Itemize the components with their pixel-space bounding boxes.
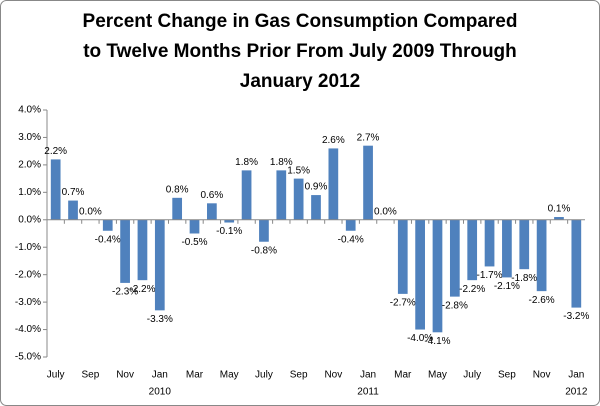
bar [241,170,252,220]
data-label: -4.0% [407,333,433,344]
data-label: 0.0% [79,206,102,217]
data-label: 2.6% [322,135,345,146]
bar [224,219,235,223]
bar [345,219,356,231]
data-label: -2.2% [129,284,155,295]
y-tick-label: -5.0% [15,352,41,363]
x-tick-label: Sep [498,370,516,381]
x-group-label: 2010 [149,387,172,398]
data-label: -4.1% [424,336,450,347]
bar [397,219,408,294]
bar [50,159,61,220]
data-label: -0.5% [181,237,207,248]
x-tick-label: Nov [324,370,342,381]
data-label: 0.8% [166,184,189,195]
bar [467,219,478,281]
data-label: -3.3% [147,314,173,325]
bar [571,219,582,308]
data-label: -1.8% [511,273,537,284]
data-label: -3.2% [563,311,589,322]
data-label: 0.6% [200,190,223,201]
bar [259,219,269,242]
data-label: 1.5% [287,165,310,176]
x-group-label: 2011 [357,387,379,398]
bar [502,219,512,278]
data-label: 0.7% [62,187,85,198]
data-label: -2.6% [529,295,555,306]
data-label: -2.2% [459,284,485,295]
y-tick-label: 3.0% [18,132,41,143]
data-label: -0.4% [338,234,364,245]
x-tick-label: Mar [394,370,412,381]
data-label: -2.1% [494,281,520,292]
y-tick-label: -3.0% [15,297,41,308]
data-label: -0.1% [216,226,242,237]
chart-title: Percent Change in Gas Consumption Compar… [83,11,518,32]
bar [207,203,217,220]
bar [172,197,183,220]
x-tick-label: July [47,370,65,381]
bar [449,219,460,297]
x-tick-label: July [463,370,481,381]
bar [311,195,321,220]
x-group-label: 2012 [565,387,588,398]
bar [120,219,130,283]
x-tick-label: Nov [116,370,134,381]
bar [432,219,443,333]
data-label: 0.9% [305,182,328,193]
bar [154,219,165,311]
bar [293,178,304,220]
x-tick-label: Mar [186,370,204,381]
chart-title: January 2012 [240,71,360,92]
bar [536,219,547,292]
y-tick-label: -4.0% [15,324,41,335]
y-tick-label: 4.0% [18,105,41,116]
data-label: 1.8% [270,157,293,168]
data-label: 1.8% [235,157,258,168]
y-tick-label: 0.0% [18,214,41,225]
y-tick-label: -1.0% [15,242,41,253]
x-tick-label: Sep [290,370,308,381]
x-tick-label: July [255,370,273,381]
bar [363,145,373,220]
x-tick-label: Jan [568,370,584,381]
x-tick-label: May [428,370,447,381]
bar [68,200,78,220]
bar [519,219,530,270]
x-tick-label: Jan [360,370,376,381]
data-label: 0.1% [548,204,571,215]
data-label: -2.3% [112,287,138,298]
bar [484,219,495,267]
x-tick-label: May [220,370,239,381]
chart-title: to Twelve Months Prior From July 2009 Th… [83,41,517,62]
data-label: -1.7% [476,270,502,281]
data-label: -2.8% [442,300,468,311]
y-tick-label: 1.0% [18,187,41,198]
y-tick-label: -2.0% [15,269,41,280]
bar [189,219,200,234]
data-label: 2.2% [44,146,67,157]
data-label: -0.4% [95,234,121,245]
y-tick-label: 2.0% [18,160,41,171]
data-label: -0.8% [251,245,277,256]
bar [415,219,425,330]
data-label: 0.0% [374,206,397,217]
bar [554,217,564,220]
bar [328,148,339,220]
data-label: 2.7% [357,132,380,143]
x-tick-label: Jan [152,370,168,381]
data-label: -2.7% [390,298,416,309]
bar [102,219,113,231]
bar [137,219,148,281]
bar [276,170,287,220]
x-tick-label: Nov [533,370,551,381]
x-tick-label: Sep [81,370,99,381]
